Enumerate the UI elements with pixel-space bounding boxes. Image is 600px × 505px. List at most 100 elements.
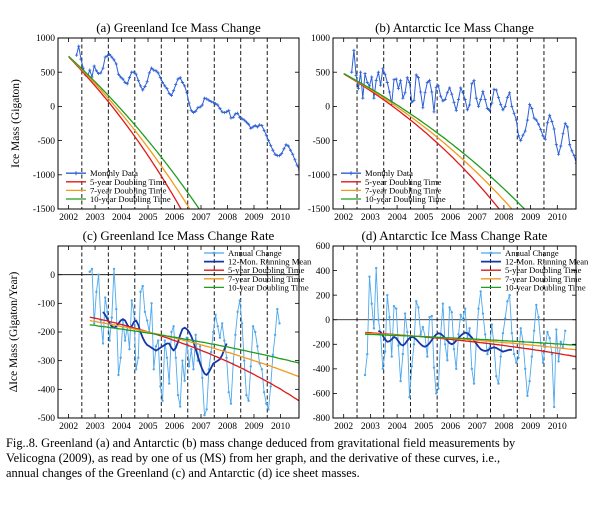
y-tick-label: -200: [38, 328, 56, 338]
data-point-marker: [381, 367, 385, 371]
x-tick-label: 2002: [334, 213, 353, 223]
data-point-marker: [249, 126, 253, 130]
data-point-marker: [255, 125, 260, 129]
data-point-marker: [495, 375, 498, 378]
data-point-marker: [313, 149, 316, 152]
data-point-marker: [414, 73, 418, 77]
data-point-marker: [363, 373, 367, 377]
data-point-marker: [579, 144, 582, 147]
series-line-7-year-doubling-time: [68, 55, 191, 209]
data-point-marker: [134, 72, 138, 76]
data-point-marker: [209, 350, 213, 354]
data-point-marker: [512, 111, 516, 115]
data-point-marker: [223, 339, 226, 342]
data-point-marker: [372, 327, 376, 330]
data-point-marker: [454, 108, 458, 113]
plot-area: [88, 267, 299, 417]
data-point-marker: [112, 267, 116, 271]
data-point-marker: [368, 275, 371, 278]
legend-label: 7-year Doubling Time: [505, 274, 582, 284]
data-point-marker: [548, 113, 552, 117]
data-point-marker: [483, 97, 487, 102]
data-point-marker: [432, 366, 436, 369]
x-tick-label: 2007: [192, 213, 211, 223]
y-tick-label: -1000: [308, 171, 330, 181]
data-point-marker: [315, 151, 318, 154]
data-point-marker: [519, 139, 523, 143]
y-tick-label: 500: [316, 68, 331, 78]
data-point-marker: [528, 379, 531, 383]
legend-label: 7-year Doubling Time: [365, 185, 442, 195]
x-tick-label: 2006: [165, 422, 184, 432]
data-point-marker: [245, 393, 248, 397]
data-point-marker: [372, 96, 376, 100]
data-point-marker: [556, 152, 561, 156]
data-point-marker: [401, 352, 405, 356]
data-point-marker: [508, 293, 511, 297]
data-point-marker: [545, 121, 550, 125]
data-point-marker: [265, 402, 268, 405]
plot-frame: [332, 245, 577, 419]
data-point-marker: [94, 69, 98, 73]
plot-frame: [57, 37, 300, 210]
data-point-marker: [159, 385, 162, 388]
data-point-marker: [202, 96, 207, 100]
series-line-12-mon-running-mean: [102, 311, 228, 376]
data-point-marker: [410, 100, 414, 104]
data-point-marker: [286, 144, 290, 148]
data-point-marker: [521, 133, 525, 137]
data-point-marker: [490, 101, 494, 105]
data-point-marker: [350, 70, 354, 74]
data-point-marker: [427, 78, 432, 83]
data-point-marker: [262, 391, 266, 394]
chart-panel-b: 2002 2003 2004 2005 2006 2007 2008 2009 2010 1000…: [308, 20, 582, 223]
data-point-marker: [244, 120, 249, 124]
data-point-marker: [406, 330, 409, 334]
data-point-marker: [185, 91, 189, 95]
data-point-marker: [572, 154, 576, 158]
data-point-marker: [461, 91, 465, 95]
data-point-marker: [396, 87, 401, 91]
legend-label: 10-year Doubling Time: [228, 282, 309, 292]
data-point-marker: [501, 332, 505, 335]
plot-area: [343, 48, 582, 209]
data-point-marker: [169, 93, 173, 98]
data-point-marker: [190, 348, 193, 351]
data-point-marker: [127, 76, 132, 80]
data-point-marker: [174, 82, 178, 87]
data-point-marker: [537, 316, 540, 319]
data-point-marker: [450, 311, 453, 314]
chart-panel-a: 2002 2003 2004 2005 2006 2007 2008 2009 2010 1000…: [10, 20, 318, 223]
series-line-10-year-doubling-time: [364, 333, 576, 346]
data-point-marker: [74, 53, 79, 57]
x-tick-label: 2005: [414, 422, 433, 432]
data-point-marker: [468, 327, 471, 330]
data-point-marker: [550, 352, 554, 356]
data-point-marker: [472, 78, 476, 83]
data-point-marker: [430, 314, 433, 318]
data-point-marker: [441, 302, 445, 305]
data-point-marker: [130, 299, 133, 302]
data-point-marker: [236, 310, 239, 314]
data-point-marker: [262, 128, 266, 132]
x-tick-label: 2006: [441, 422, 460, 432]
data-point-marker: [123, 80, 127, 85]
data-point-marker: [525, 118, 530, 122]
data-point-marker: [503, 317, 507, 320]
data-point-marker: [233, 112, 237, 116]
data-point-marker: [143, 84, 147, 89]
data-point-marker: [273, 152, 277, 156]
data-point-marker: [415, 300, 418, 303]
legend-label: 5-year Doubling Time: [505, 265, 582, 275]
data-point-marker: [201, 376, 204, 380]
data-point-marker: [499, 102, 503, 106]
data-point-marker: [432, 110, 436, 114]
data-point-marker: [269, 385, 272, 388]
data-point-marker: [172, 325, 175, 328]
data-point-marker: [220, 110, 224, 114]
data-point-marker: [220, 322, 224, 325]
data-point-marker: [463, 307, 467, 310]
series-line-5-year-doubling-time: [343, 73, 501, 209]
data-point-marker: [552, 405, 556, 409]
y-tick-label: -1500: [33, 205, 55, 215]
